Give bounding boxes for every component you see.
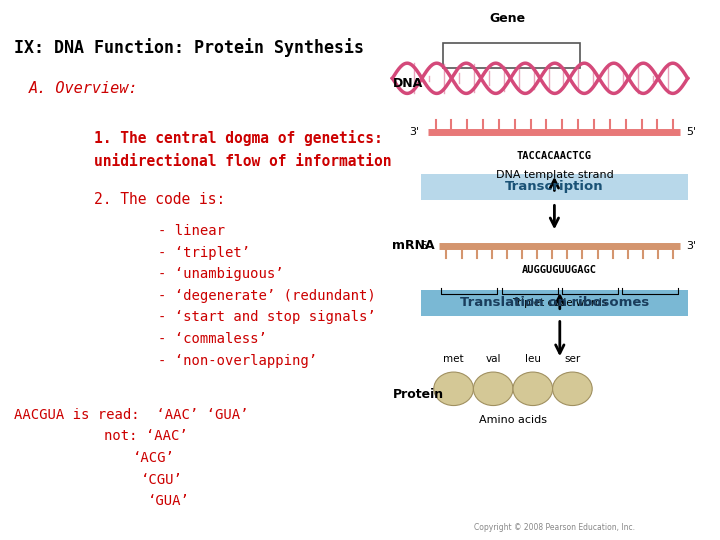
Text: 3': 3': [686, 241, 696, 251]
Text: A. Overview:: A. Overview:: [29, 81, 138, 96]
Ellipse shape: [552, 372, 592, 406]
Text: - linear: - linear: [158, 224, 225, 238]
Text: ‘GUA’: ‘GUA’: [148, 494, 189, 508]
Text: 2. The code is:: 2. The code is:: [94, 192, 225, 207]
Ellipse shape: [513, 372, 552, 406]
Text: 5': 5': [420, 241, 431, 251]
Text: - ‘degenerate’ (redundant): - ‘degenerate’ (redundant): [158, 289, 376, 303]
Text: leu: leu: [525, 354, 541, 364]
Ellipse shape: [474, 372, 513, 406]
Text: ‘CGU’: ‘CGU’: [140, 472, 182, 487]
Text: not: ‘AAC’: not: ‘AAC’: [104, 429, 188, 443]
Text: 3': 3': [410, 127, 420, 137]
Bar: [443, 43, 580, 68]
Text: Protein: Protein: [392, 388, 444, 401]
Ellipse shape: [433, 372, 474, 406]
Text: TACCACAACTCG: TACCACAACTCG: [517, 151, 592, 161]
Text: Gene: Gene: [490, 12, 526, 25]
Text: Transcription: Transcription: [505, 180, 603, 193]
Text: AUGGUGUUGAGC: AUGGUGUUGAGC: [522, 265, 598, 275]
Text: Triplet code words: Triplet code words: [512, 298, 608, 308]
Text: Copyright © 2008 Pearson Education, Inc.: Copyright © 2008 Pearson Education, Inc.: [474, 523, 635, 532]
Bar: [421, 290, 688, 316]
Text: AACGUA is read:  ‘AAC’ ‘GUA’: AACGUA is read: ‘AAC’ ‘GUA’: [14, 408, 249, 422]
Text: ‘ACG’: ‘ACG’: [133, 451, 175, 465]
Text: - ‘unambiguous’: - ‘unambiguous’: [158, 267, 284, 281]
Text: val: val: [485, 354, 501, 364]
Text: 1. The central dogma of genetics:: 1. The central dogma of genetics:: [94, 130, 382, 146]
Text: mRNA: mRNA: [392, 239, 435, 252]
Text: DNA: DNA: [392, 77, 423, 90]
Text: Amino acids: Amino acids: [479, 415, 547, 425]
Text: Translation on ribosomes: Translation on ribosomes: [460, 296, 649, 309]
Text: unidirectional flow of information: unidirectional flow of information: [94, 154, 391, 169]
Bar: [421, 174, 688, 200]
Text: - ‘non-overlapping’: - ‘non-overlapping’: [158, 354, 318, 368]
Text: IX: DNA Function: Protein Synthesis: IX: DNA Function: Protein Synthesis: [14, 38, 364, 57]
Text: - ‘triplet’: - ‘triplet’: [158, 246, 251, 260]
Text: 5': 5': [686, 127, 696, 137]
Text: - ‘start and stop signals’: - ‘start and stop signals’: [158, 310, 376, 325]
Text: ser: ser: [564, 354, 580, 364]
Text: - ‘commaless’: - ‘commaless’: [158, 332, 267, 346]
Text: met: met: [444, 354, 464, 364]
Text: DNA template strand: DNA template strand: [495, 170, 613, 180]
